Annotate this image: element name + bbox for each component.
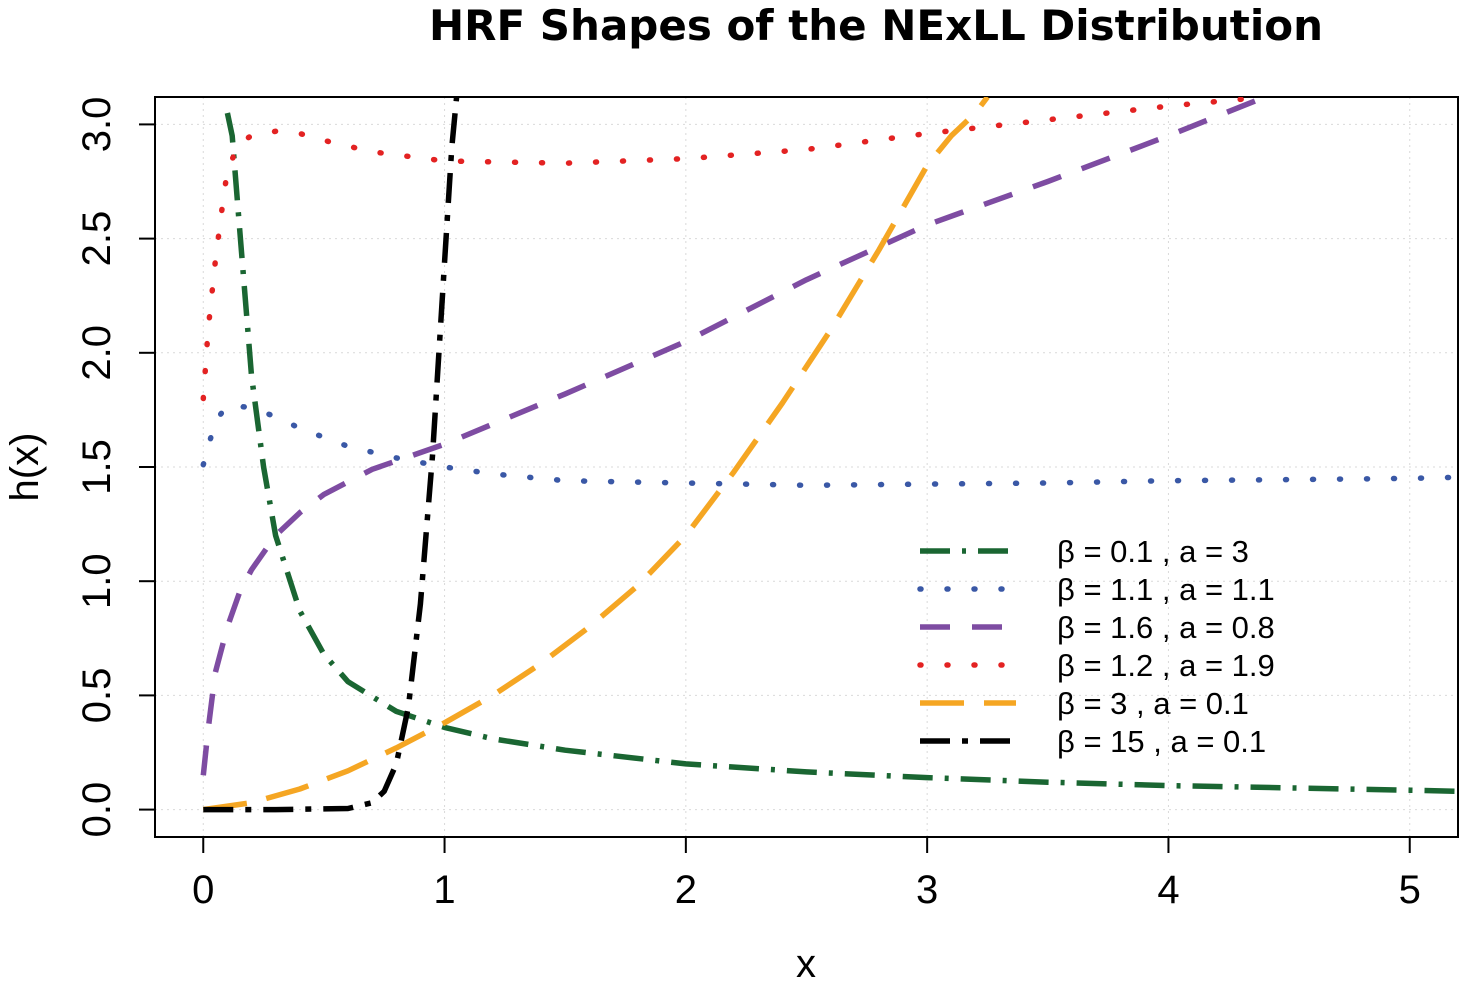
legend-label-1: β = 0.1 , a = 3	[1057, 534, 1249, 569]
y-tick-label: 0.5	[75, 668, 119, 724]
legend-label-2: β = 1.1 , a = 1.1	[1057, 572, 1275, 607]
legend-label-6: β = 15 , a = 0.1	[1057, 724, 1266, 759]
series-line-1	[224, 112, 1458, 795]
x-tick-label: 0	[192, 868, 214, 912]
x-axis-label: x	[796, 942, 816, 981]
legend: β = 0.1 , a = 3β = 1.1 , a = 1.1β = 1.6 …	[917, 534, 1275, 759]
series-layer	[200, 97, 1458, 813]
y-axis: 0.0 0.5 1.0 1.5 2.0 2.5 3.0	[75, 97, 155, 838]
x-tick-label: 4	[1157, 868, 1179, 912]
y-tick-label: 3.0	[75, 97, 119, 153]
y-tick-label: 2.5	[75, 211, 119, 267]
y-tick-label: 1.0	[75, 553, 119, 609]
legend-label-5: β = 3 , a = 0.1	[1057, 686, 1249, 721]
y-tick-label: 1.5	[75, 439, 119, 495]
series-line-2	[200, 402, 1458, 489]
series-line-3	[200, 97, 1267, 776]
x-tick-label: 3	[916, 868, 938, 912]
legend-label-3: β = 1.6 , a = 0.8	[1057, 610, 1275, 645]
series-line-6	[203, 97, 460, 813]
x-axis: 0 1 2 3 4 5	[192, 837, 1421, 912]
legend-label-4: β = 1.2 , a = 1.9	[1057, 648, 1275, 683]
y-axis-label: h(x)	[3, 433, 47, 502]
y-tick-label: 0.0	[75, 782, 119, 838]
series-line-5	[202, 97, 990, 813]
x-tick-label: 5	[1399, 868, 1421, 912]
x-tick-label: 2	[675, 868, 697, 912]
y-tick-label: 2.0	[75, 325, 119, 381]
chart-title: HRF Shapes of the NExLL Distribution	[429, 1, 1323, 50]
series-line-4	[200, 97, 1268, 402]
x-tick-label: 1	[433, 868, 455, 912]
